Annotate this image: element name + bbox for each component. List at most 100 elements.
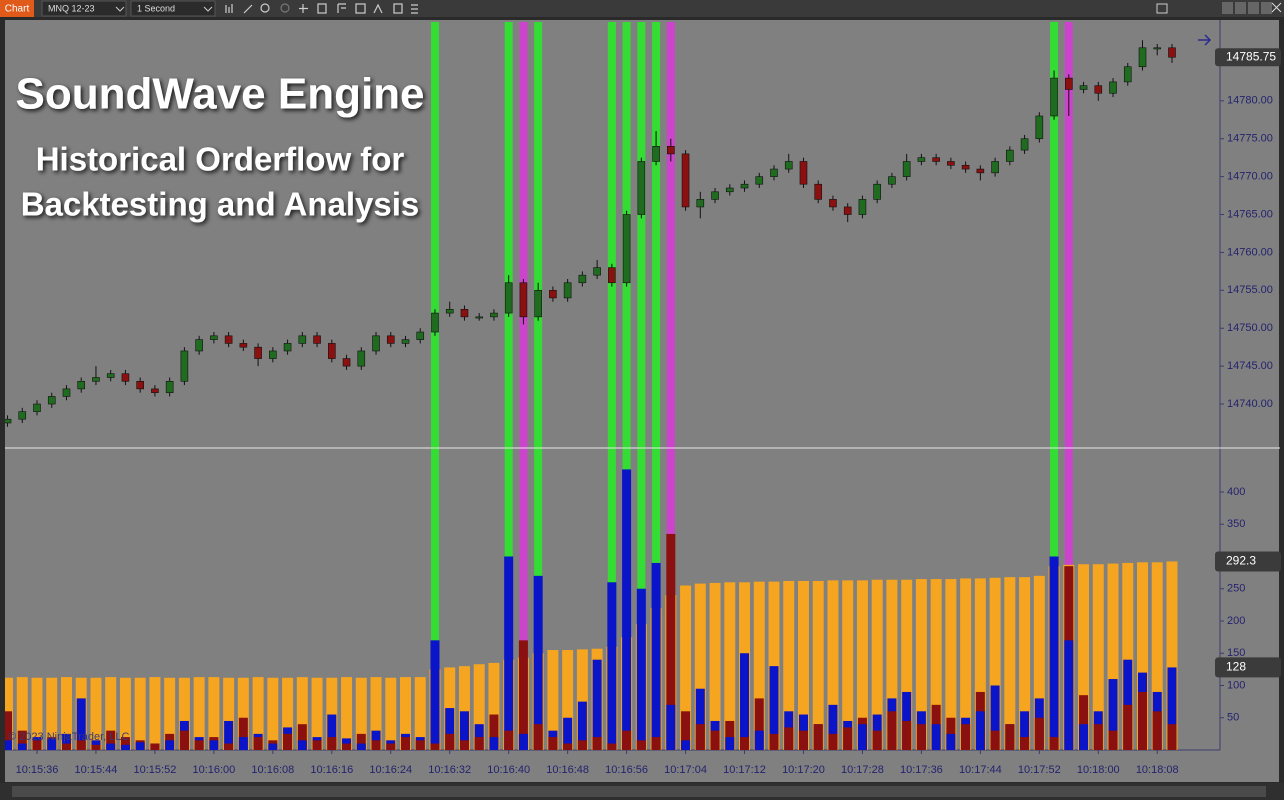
- interval-label: 1 Second: [137, 3, 175, 13]
- volume-bar: [769, 733, 779, 750]
- candle-body: [5, 418, 12, 424]
- candle-body: [210, 335, 218, 340]
- candle-body: [224, 335, 233, 344]
- volume-bar: [91, 744, 101, 750]
- volume-bar: [61, 743, 71, 750]
- volume-bar: [681, 711, 691, 750]
- y-tick-label: 14770.00: [1227, 171, 1273, 183]
- volume-bar: [960, 578, 972, 750]
- volume-bar: [208, 677, 220, 750]
- value-marker-label: 128: [1226, 660, 1246, 674]
- volume-bar: [828, 704, 838, 750]
- signal-band: [430, 22, 439, 750]
- volume-bar: [445, 733, 455, 750]
- volume-bar: [400, 677, 411, 750]
- y-tick-label: 14775.00: [1227, 133, 1273, 145]
- candle-body: [92, 377, 100, 382]
- x-tick-label: 10:16:32: [428, 764, 471, 776]
- volume-bar: [769, 666, 779, 750]
- volume-bar: [327, 714, 337, 750]
- volume-bar: [724, 582, 736, 750]
- candle-body: [1020, 138, 1029, 151]
- volume-bar: [341, 677, 353, 750]
- candle-body: [1094, 85, 1103, 94]
- volume-bar: [666, 704, 676, 750]
- volume-bar: [296, 677, 308, 750]
- y-tick-label: 200: [1227, 615, 1245, 627]
- volume-bar: [193, 677, 205, 750]
- y-tick-label: 14745.00: [1227, 360, 1273, 372]
- volume-bar: [989, 577, 1001, 750]
- volume-bar: [268, 743, 278, 750]
- scrollbar-thumb[interactable]: [12, 786, 1266, 797]
- volume-bar: [518, 640, 528, 750]
- candle-body: [62, 388, 71, 397]
- overlay-title: SoundWave Engine: [15, 70, 424, 119]
- x-tick-label: 10:16:56: [605, 764, 648, 776]
- candle-body: [961, 164, 970, 170]
- chart-tab-label: Chart: [5, 4, 30, 15]
- volume-bar: [622, 469, 632, 750]
- candle-body: [799, 161, 808, 185]
- y-tick-label: 400: [1227, 486, 1245, 498]
- candle-body: [740, 183, 749, 189]
- x-tick-label: 10:17:44: [959, 764, 1002, 776]
- candle-body: [696, 199, 705, 208]
- volume-bar: [488, 662, 500, 750]
- volume-bar: [784, 727, 794, 750]
- volume-bar: [1033, 575, 1045, 750]
- chart-tab[interactable]: [0, 0, 34, 17]
- candle-body: [932, 157, 940, 162]
- candle-body: [33, 403, 41, 412]
- volume-bar: [946, 733, 956, 750]
- window-icon[interactable]: [1156, 3, 1168, 14]
- signal-band: [1050, 22, 1059, 750]
- candle-body: [1153, 47, 1162, 50]
- volume-bar: [916, 724, 926, 750]
- volume-bar: [430, 743, 440, 750]
- volume-bar: [106, 730, 116, 750]
- candle-body: [254, 346, 262, 359]
- volume-bar: [974, 578, 986, 750]
- candle-body: [77, 380, 86, 390]
- volume-bar: [607, 582, 617, 750]
- y-tick-label: 350: [1227, 518, 1245, 530]
- volume-bar: [533, 724, 543, 750]
- volume-bar: [709, 582, 721, 750]
- volume-bar: [577, 701, 587, 750]
- instrument-select[interactable]: [41, 0, 127, 17]
- scroll-right-arrow[interactable]: [1198, 34, 1212, 46]
- volume-bar: [474, 737, 484, 750]
- axes: 14740.00 14745.00 14750.00 14755.00 14760.00…: [16, 48, 1281, 776]
- volume-bar: [135, 742, 145, 750]
- volume-bar: [459, 711, 469, 750]
- volume-bar: [1108, 679, 1118, 750]
- volume-bar: [32, 740, 42, 750]
- toolbar-icons[interactable]: [225, 3, 418, 14]
- last-price-label: 14785.75: [1226, 49, 1276, 63]
- x-tick-label: 10:16:40: [487, 764, 530, 776]
- volume-bar: [592, 737, 602, 750]
- volume-bar: [76, 740, 86, 750]
- volume-bar: [872, 730, 882, 750]
- volume-bar: [326, 677, 338, 750]
- candle-body: [858, 199, 867, 215]
- volume-bar: [489, 737, 499, 750]
- candle-body: [283, 343, 292, 352]
- candle-body: [681, 153, 690, 208]
- volume-bar: [1005, 724, 1015, 750]
- volume-bar: [1020, 737, 1030, 750]
- candle-body: [976, 168, 985, 174]
- window-buttons[interactable]: [1222, 2, 1282, 14]
- volume-bar: [931, 724, 941, 750]
- candle-body: [475, 316, 484, 319]
- volume-bar: [813, 724, 823, 750]
- volume-bar: [592, 659, 602, 750]
- y-tick-label: 14740.00: [1227, 398, 1273, 410]
- volume-bar: [961, 724, 971, 750]
- candle-body: [902, 161, 911, 177]
- interval-select[interactable]: [130, 0, 216, 17]
- volume-bar: [17, 730, 27, 750]
- dropdown-arrow: [203, 6, 213, 12]
- candle-body: [1168, 47, 1176, 58]
